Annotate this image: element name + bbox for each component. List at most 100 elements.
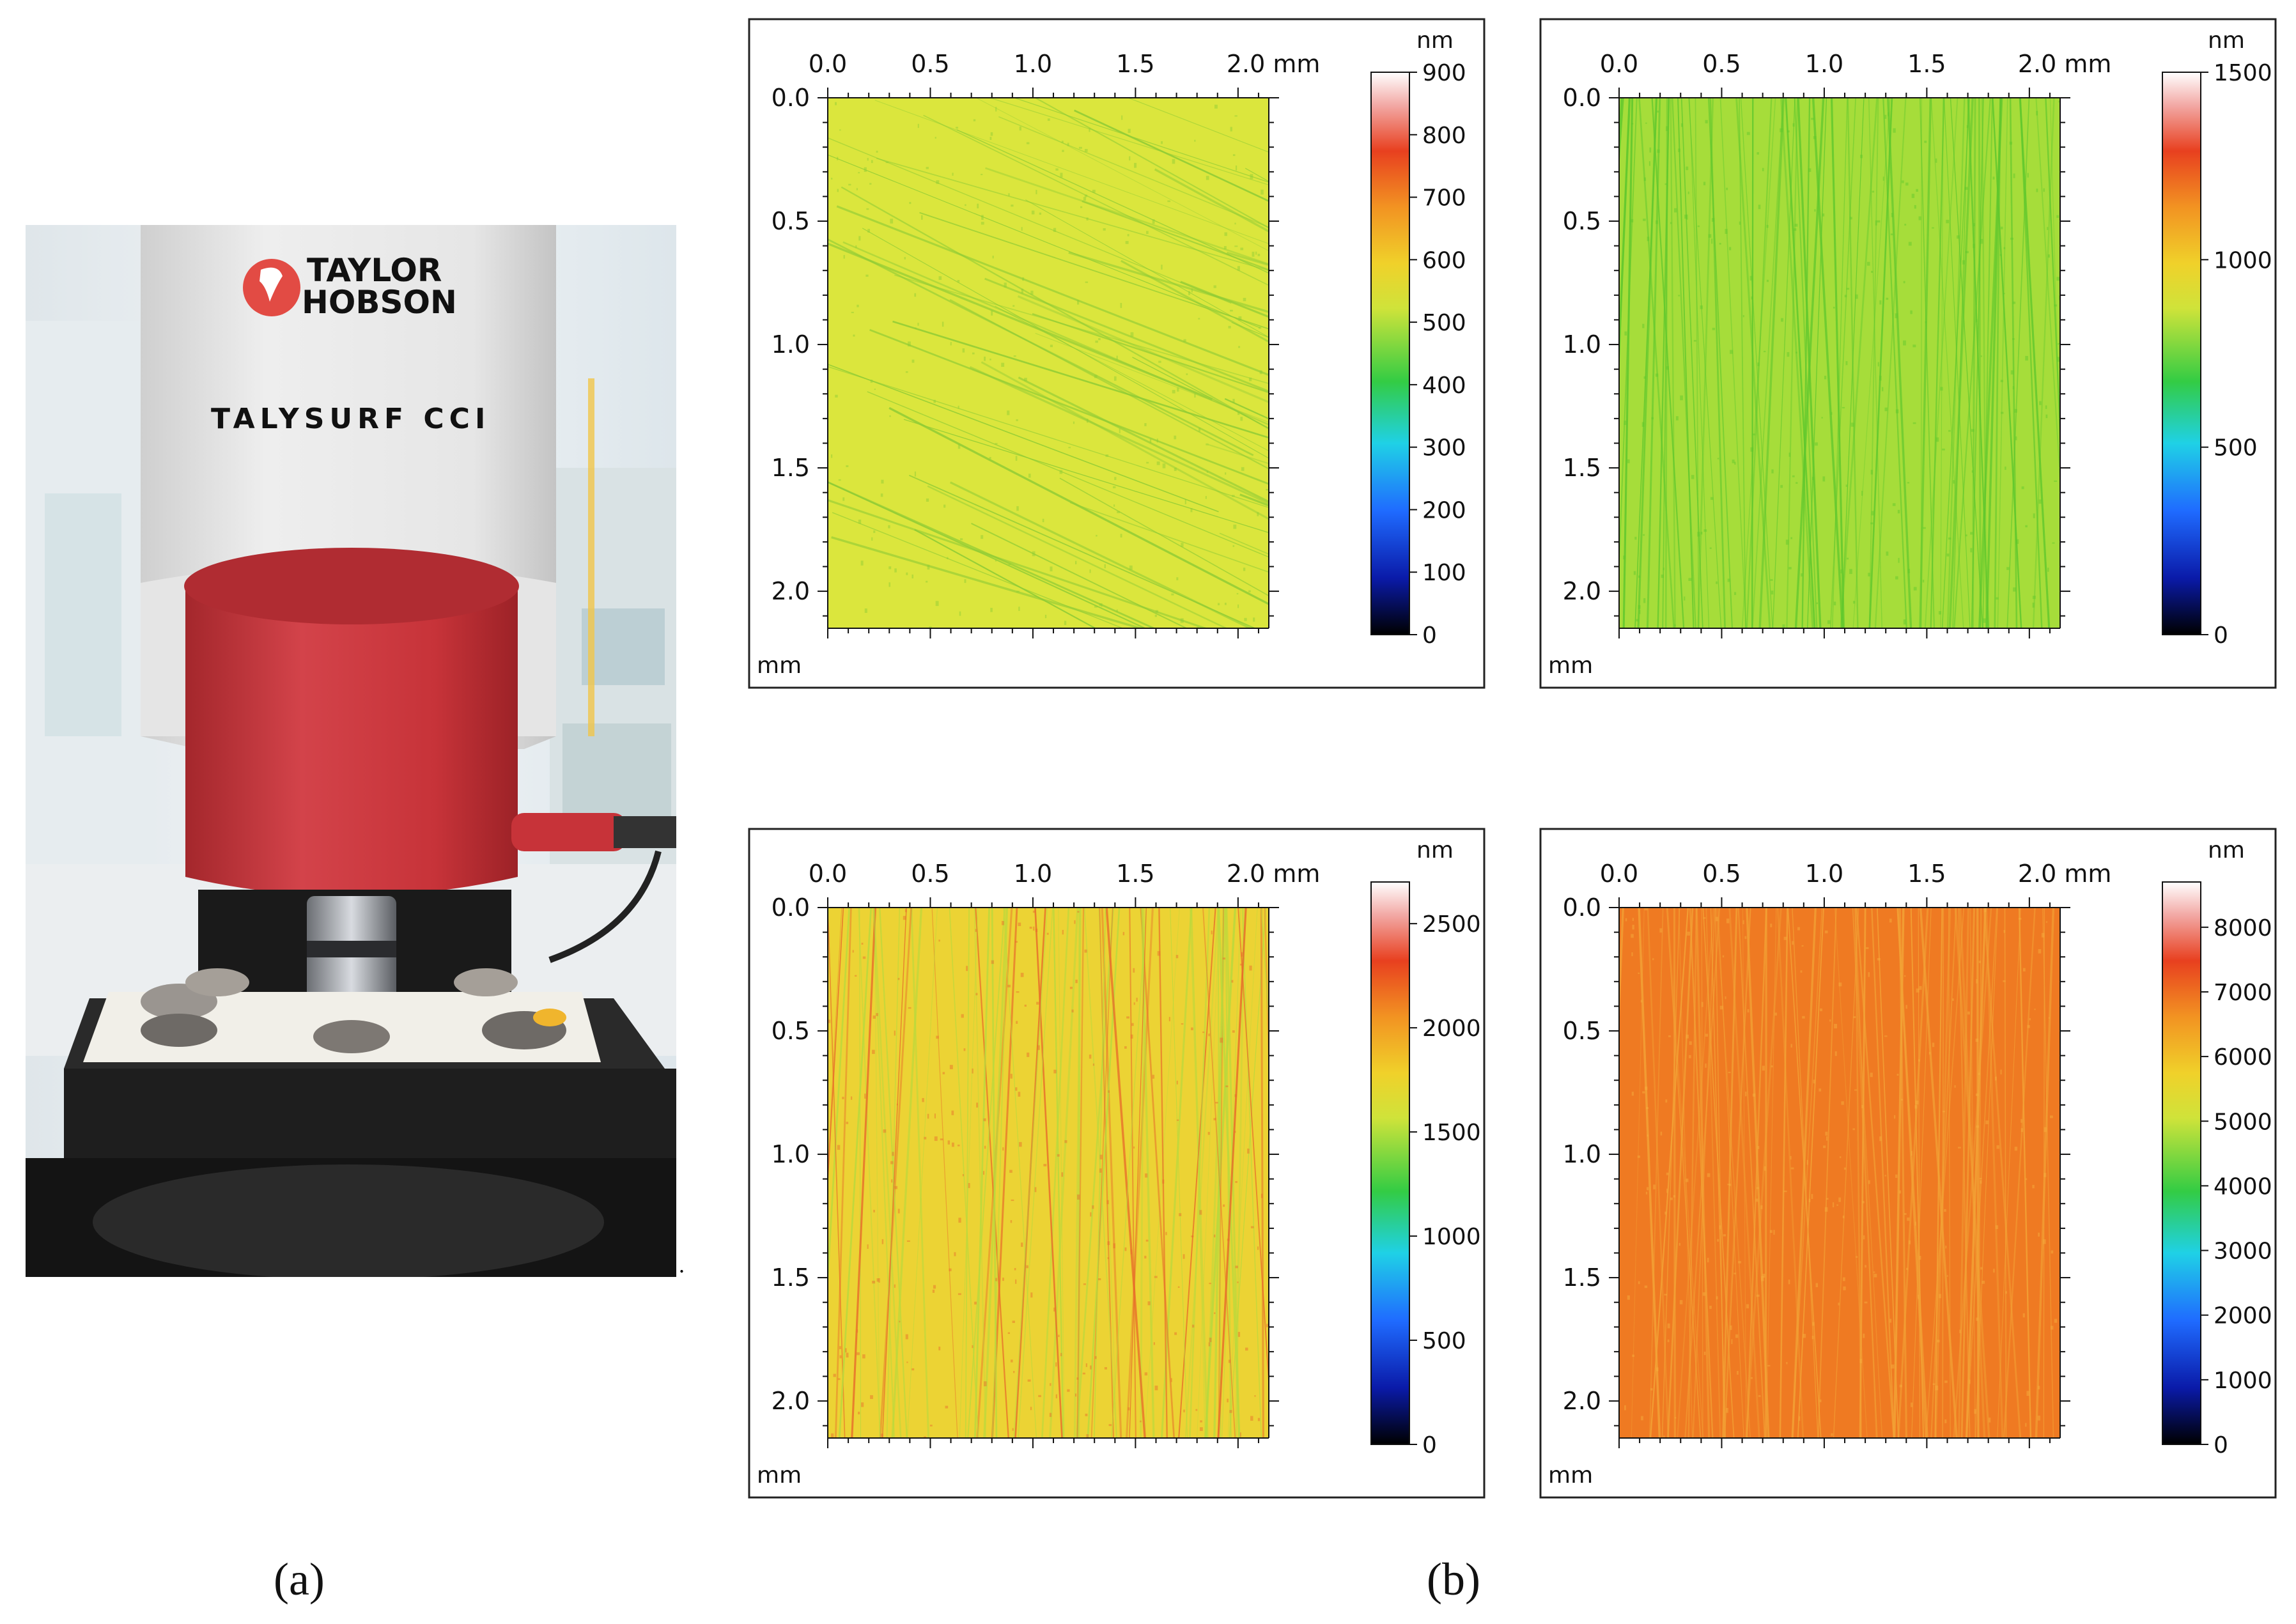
scratch-line <box>1918 908 1920 1438</box>
speckle <box>1140 1420 1142 1423</box>
speckle <box>1975 1093 1979 1096</box>
scratch-line <box>1978 98 1982 628</box>
scale-tick-label: 2500 <box>1422 911 1481 938</box>
scratch-line <box>1034 908 1063 1438</box>
speckle <box>1181 1023 1184 1025</box>
scale-tick-label: 0 <box>1422 1432 1437 1458</box>
scratch-line <box>1082 200 1269 271</box>
scratch-line <box>1189 908 1211 1438</box>
speckle <box>1769 1230 1772 1233</box>
speckle <box>2006 567 2010 570</box>
speckle <box>932 1289 935 1293</box>
scratch-line <box>1897 908 1929 1438</box>
speckle <box>1903 281 1905 284</box>
speckle <box>853 334 855 337</box>
speckle <box>1884 1035 1888 1037</box>
speckle <box>1944 1380 1948 1383</box>
scratch-line <box>828 908 846 1438</box>
y-tick-label: 1.5 <box>1563 454 1601 482</box>
y-tick-label: 1.0 <box>1563 1140 1601 1168</box>
speckle <box>1884 407 1888 412</box>
speckle <box>871 537 873 541</box>
y-tick-label: 2.0 <box>1563 577 1601 605</box>
speckle <box>1113 376 1117 381</box>
speckle <box>1020 973 1024 977</box>
speckle <box>1879 375 1882 381</box>
speckle <box>1014 1267 1016 1271</box>
scratch-line <box>1667 908 1694 1438</box>
speckle <box>1862 1201 1865 1203</box>
speckle <box>2038 1386 2040 1389</box>
x-tick-label: 2.0 mm <box>2018 860 2112 888</box>
speckle <box>943 504 946 508</box>
scratch-line <box>1715 908 1725 1438</box>
speckle <box>957 1144 960 1147</box>
speckle <box>1816 602 1819 605</box>
speckle <box>1643 177 1647 182</box>
speckle <box>958 1218 961 1223</box>
speckle <box>2038 949 2042 954</box>
speckle <box>1234 1094 1237 1097</box>
speckle <box>1082 1372 1085 1375</box>
speckle <box>1232 1030 1235 1033</box>
speckle <box>2038 499 2042 504</box>
speckle <box>865 274 869 277</box>
speckle <box>1980 1267 1983 1270</box>
speckle <box>1260 189 1264 195</box>
speckle <box>1729 247 1732 251</box>
speckle <box>874 389 876 391</box>
speckle <box>1055 1362 1057 1367</box>
speckle <box>2052 542 2055 544</box>
scale-tick-label: 1000 <box>2214 247 2272 274</box>
speckle <box>1679 1300 1683 1304</box>
speckle <box>2003 930 2006 933</box>
speckle <box>1062 150 1064 152</box>
speckle <box>1752 433 1755 436</box>
speckle <box>1180 618 1184 623</box>
scratch-line <box>836 205 1269 376</box>
speckle <box>1650 1388 1653 1391</box>
speckle <box>1664 1294 1668 1295</box>
scratch-line <box>1058 908 1065 1438</box>
speckle <box>1152 219 1155 224</box>
speckle <box>1915 1100 1919 1105</box>
y-tick-label: 0.5 <box>772 1017 810 1045</box>
speckle <box>1946 553 1950 557</box>
speckle <box>1668 1035 1671 1037</box>
speckle <box>1871 511 1874 516</box>
speckle <box>1806 1159 1808 1165</box>
speckle <box>1157 951 1161 956</box>
speckle <box>1727 578 1730 582</box>
scratch-line <box>1049 908 1079 1438</box>
speckle <box>957 280 960 282</box>
speckle <box>1177 1286 1180 1288</box>
speckle <box>2049 1115 2053 1118</box>
speckle <box>1631 934 1634 938</box>
speckle <box>1819 1399 1822 1402</box>
scratch-line <box>1649 908 1664 1438</box>
scratch-line <box>1197 908 1220 1438</box>
y-tick-label: 1.0 <box>772 330 810 359</box>
speckle <box>1015 1087 1018 1091</box>
speckle <box>965 204 966 206</box>
speckle <box>1994 1076 1997 1081</box>
speckle <box>949 1268 952 1272</box>
speckle <box>1207 1132 1210 1135</box>
speckle <box>848 183 851 186</box>
speckle <box>981 173 983 176</box>
speckle <box>1136 998 1138 1002</box>
speckle <box>1145 1173 1148 1178</box>
speckle <box>927 564 930 570</box>
speckle <box>2021 1118 2023 1123</box>
speckle <box>1907 1217 1910 1221</box>
speckle <box>1032 551 1036 557</box>
speckle <box>1050 344 1053 348</box>
speckle <box>1641 422 1645 427</box>
scratch-line <box>1025 199 1269 338</box>
speckle <box>1838 1197 1841 1202</box>
scratch-line <box>873 908 902 1438</box>
speckle <box>984 356 986 361</box>
speckle <box>933 399 936 403</box>
speckle <box>1253 617 1255 622</box>
speckle <box>995 443 998 445</box>
